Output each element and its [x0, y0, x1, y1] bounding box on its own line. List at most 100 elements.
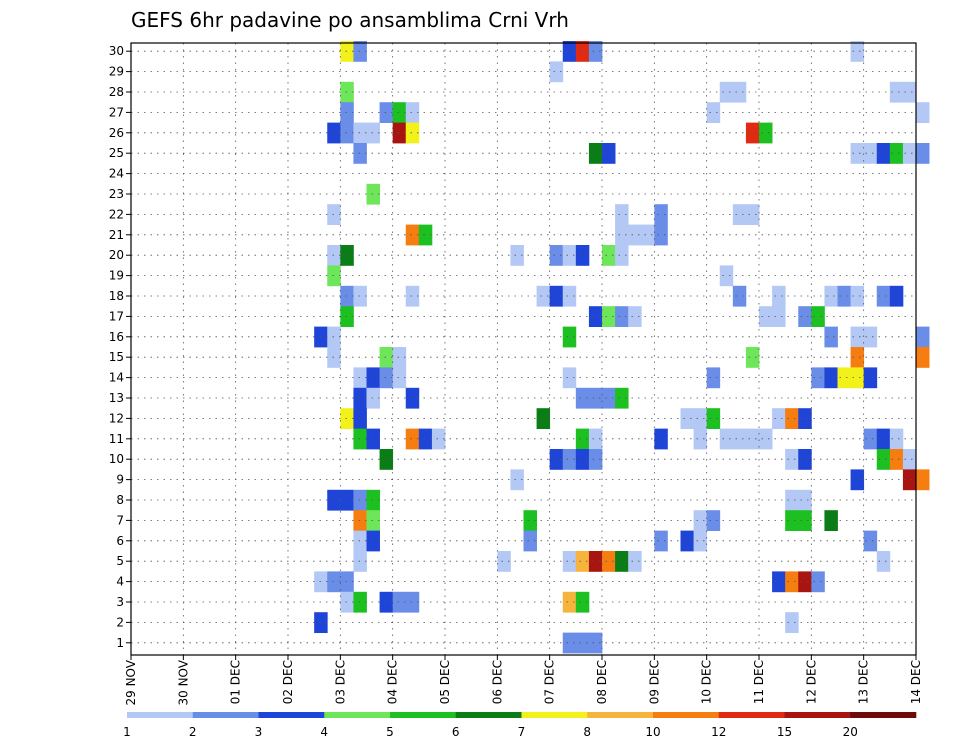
heatmap-cell: [340, 102, 354, 123]
heatmap-cell: [353, 408, 367, 429]
heatmap-cell: [680, 530, 694, 552]
heatmap-cell: [876, 285, 891, 307]
heatmap-cell: [850, 347, 865, 368]
heatmap-cell: [772, 571, 786, 593]
heatmap-cell: [837, 285, 851, 307]
heatmap-cell: [615, 224, 629, 246]
heatmap-cell: [353, 387, 367, 409]
heatmap-cell: [706, 367, 721, 389]
y-tick-label: 9: [116, 473, 124, 487]
y-tick-label: 2: [116, 615, 124, 629]
heatmap-cell: [863, 367, 878, 389]
colorbar-swatch: [653, 712, 720, 718]
heatmap-cell: [353, 530, 367, 552]
colorbar-label: 7: [518, 725, 526, 739]
heatmap-cell: [392, 591, 407, 613]
heatmap-cell: [916, 102, 930, 123]
heatmap-cell: [863, 530, 878, 552]
colorbar-label: 20: [843, 725, 858, 739]
y-tick-label: 13: [109, 391, 124, 405]
heatmap-cell: [824, 285, 838, 307]
heatmap-cell: [392, 347, 407, 368]
heatmap-cell: [876, 551, 891, 572]
heatmap-cell: [850, 143, 865, 164]
heatmap-cell: [405, 428, 420, 450]
heatmap-cell: [588, 632, 603, 654]
colorbar-swatch: [390, 712, 457, 718]
y-tick-label: 26: [109, 126, 124, 140]
heatmap-cell: [340, 408, 354, 429]
grid-lines: [131, 43, 916, 655]
heatmap-cell: [745, 347, 760, 368]
heatmap-cell: [392, 122, 407, 144]
heatmap-cell: [340, 285, 354, 307]
heatmap-cell: [523, 530, 537, 552]
heatmap-cell: [379, 367, 394, 389]
heatmap-cell: [340, 81, 354, 103]
heatmap-cell: [798, 510, 812, 531]
heatmap-cell: [628, 306, 642, 327]
heatmap-cell: [745, 428, 760, 450]
heatmap-cell: [863, 326, 878, 348]
heatmap-cell: [732, 285, 747, 307]
y-tick-label: 20: [109, 248, 124, 262]
heatmap-cell: [798, 571, 812, 593]
colorbar-swatch: [587, 712, 654, 718]
heatmap-cell: [745, 122, 760, 144]
y-tick-label: 30: [109, 44, 124, 58]
heatmap-cell: [811, 306, 825, 327]
x-tick-label: 06 DEC: [490, 660, 504, 704]
x-tick-label: 04 DEC: [386, 660, 400, 704]
heatmap-cell: [693, 408, 708, 429]
heatmap-cell: [549, 449, 564, 470]
y-tick-label: 28: [109, 85, 124, 99]
colorbar-label: 6: [452, 725, 460, 739]
colorbar-swatch: [718, 712, 785, 718]
heatmap-cell: [706, 510, 721, 531]
heatmap-cell: [876, 143, 891, 164]
heatmap-cell: [654, 224, 668, 246]
heatmap-cell: [549, 61, 564, 83]
x-tick-label: 01 DEC: [229, 660, 243, 704]
heatmap-cell: [811, 571, 825, 593]
chart-title: GEFS 6hr padavine po ansamblima Crni Vrh: [131, 8, 569, 32]
heatmap-cell: [863, 143, 878, 164]
heatmap-cell: [588, 428, 603, 450]
y-tick-label: 8: [116, 493, 124, 507]
heatmap-cell: [798, 489, 812, 511]
heatmap-cell: [340, 489, 354, 511]
heatmap-cell: [850, 285, 865, 307]
heatmap-cell: [431, 428, 446, 450]
heatmap-cell: [562, 285, 577, 307]
x-tick-label: 11 DEC: [752, 660, 766, 704]
heatmap-cell: [353, 122, 367, 144]
y-tick-label: 11: [109, 432, 124, 446]
heatmap-cell: [889, 143, 904, 164]
heatmap-cell: [562, 245, 577, 266]
heatmap-cell: [405, 387, 420, 409]
heatmap-cell: [602, 143, 616, 164]
heatmap-cell: [392, 367, 407, 389]
x-tick-label: 14 DEC: [909, 660, 923, 704]
heatmap-cell: [785, 408, 799, 429]
heatmap-cell: [588, 387, 603, 409]
x-tick-label: 12 DEC: [804, 660, 818, 704]
heatmap-cell: [602, 387, 616, 409]
heatmap-cell: [916, 326, 930, 348]
heatmap-cell: [785, 510, 799, 531]
heatmap-cell: [497, 551, 511, 572]
heatmap-cell: [824, 510, 838, 531]
heatmap-cell: [353, 428, 367, 450]
heatmap-cell: [562, 449, 577, 470]
heatmap-cell: [353, 591, 367, 613]
heatmap-cell: [379, 347, 394, 368]
heatmap-cell: [759, 306, 773, 327]
y-tick-label: 1: [116, 636, 124, 650]
heatmap-cell: [536, 408, 551, 429]
heatmap-cell: [575, 41, 590, 62]
heatmap-cell: [615, 306, 629, 327]
heatmap-cell: [628, 224, 642, 246]
heatmap-cell: [850, 41, 865, 62]
colorbar-label: 4: [320, 725, 328, 739]
colorbar-label: 8: [583, 725, 591, 739]
